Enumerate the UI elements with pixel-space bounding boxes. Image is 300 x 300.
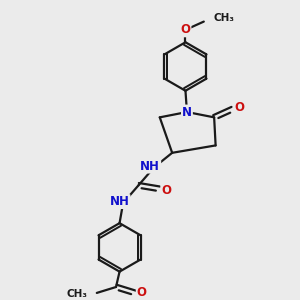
Text: CH₃: CH₃ <box>213 13 234 23</box>
Text: N: N <box>182 106 192 118</box>
Text: O: O <box>161 184 171 197</box>
Text: NH: NH <box>140 160 160 172</box>
Text: NH: NH <box>110 195 130 208</box>
Text: CH₃: CH₃ <box>67 290 88 299</box>
Text: O: O <box>137 286 147 299</box>
Text: O: O <box>234 101 244 114</box>
Text: O: O <box>181 23 190 36</box>
